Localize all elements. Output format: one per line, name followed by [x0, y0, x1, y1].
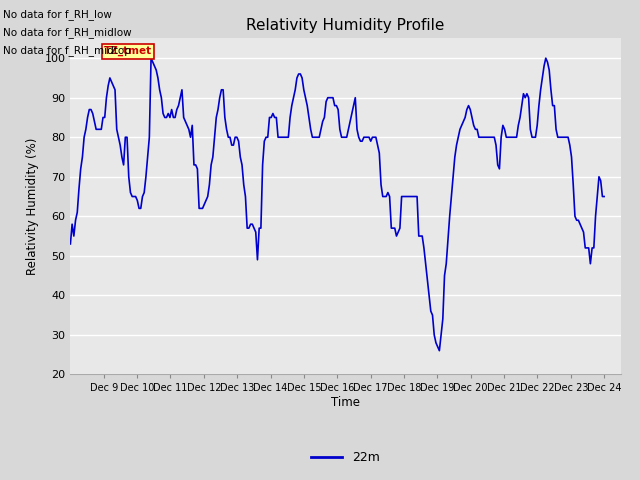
Y-axis label: Relativity Humidity (%): Relativity Humidity (%): [26, 138, 39, 275]
Title: Relativity Humidity Profile: Relativity Humidity Profile: [246, 18, 445, 33]
Text: TZ_tmet: TZ_tmet: [104, 46, 152, 57]
X-axis label: Time: Time: [331, 396, 360, 409]
Legend: 22m: 22m: [306, 446, 385, 469]
Text: No data for f_RH_low: No data for f_RH_low: [3, 9, 112, 20]
Text: No data for f_RH_midtop: No data for f_RH_midtop: [3, 45, 131, 56]
Text: No data for f_RH_midlow: No data for f_RH_midlow: [3, 27, 132, 38]
